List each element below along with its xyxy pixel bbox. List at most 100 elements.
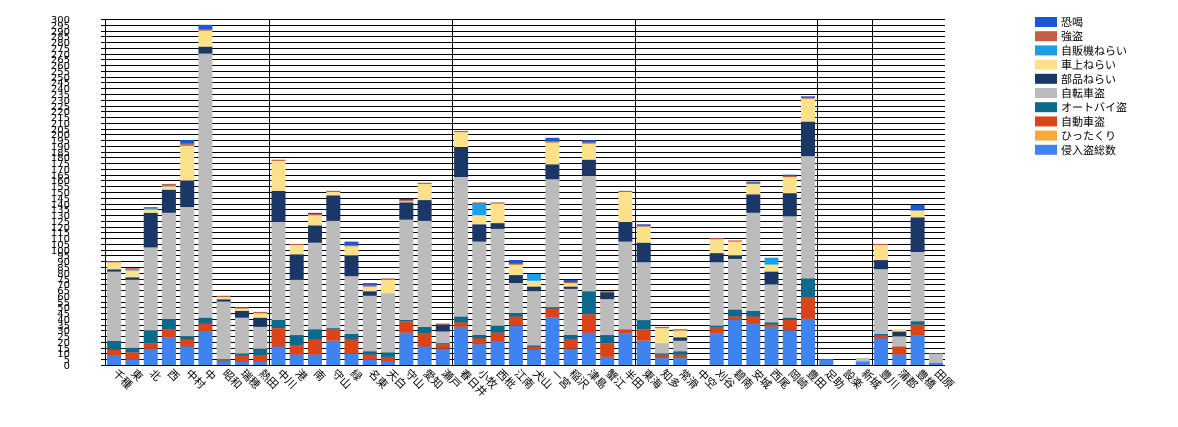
bar-segment	[581, 314, 596, 333]
bar-segment	[910, 204, 925, 211]
bar-segment	[600, 291, 615, 293]
bar-segment	[655, 326, 669, 329]
bar-segment	[874, 245, 889, 261]
bar-segment	[545, 308, 560, 318]
bar-segment	[618, 241, 633, 330]
y-tick-label: 145	[51, 194, 70, 205]
bar-segment	[600, 356, 615, 365]
bar-segment	[545, 137, 560, 142]
bar-segment	[143, 208, 158, 210]
bar-segment	[417, 220, 432, 327]
bar-segment	[308, 242, 322, 330]
bar-segment	[125, 279, 140, 348]
bar-segment	[399, 198, 414, 201]
legend-label: 自転車盗	[1061, 86, 1105, 100]
bar-segment	[362, 285, 377, 287]
bar-segment	[563, 279, 578, 282]
bar-segment	[636, 340, 651, 365]
bar-segment	[764, 284, 779, 323]
bar-segment	[107, 350, 122, 356]
bar-segment	[508, 313, 523, 317]
bar-segment	[198, 30, 213, 47]
bar-segment	[399, 200, 414, 202]
bar-segment	[308, 212, 322, 214]
bar-segment	[874, 243, 889, 246]
legend-swatch	[1035, 102, 1057, 113]
bar-segment	[910, 324, 925, 335]
bar-segment	[910, 321, 925, 325]
y-tick-label: 105	[51, 240, 70, 251]
bar-segment	[472, 335, 487, 339]
bar-segment	[326, 329, 341, 341]
bar-segment	[454, 147, 469, 177]
bar-segment	[636, 329, 651, 341]
bar-segment	[143, 348, 158, 365]
bar-segment	[435, 348, 450, 365]
bar-segment	[563, 288, 578, 335]
y-tick-label: 50	[57, 303, 70, 314]
bar-segment	[235, 361, 249, 365]
bar-segment	[563, 286, 578, 289]
y-tick-label: 140	[51, 200, 70, 211]
bar-segment	[801, 156, 815, 279]
bar-segment	[636, 320, 651, 330]
y-tick-label: 255	[51, 67, 70, 78]
legend-swatch	[1035, 45, 1057, 56]
y-tick-label: 95	[57, 251, 70, 262]
bar-segment	[508, 325, 523, 365]
bar-segment	[874, 269, 889, 334]
x-tick-label: 昭和	[220, 367, 245, 392]
bar-segment	[928, 353, 943, 363]
y-tick-label: 180	[51, 153, 70, 164]
axes	[105, 19, 945, 366]
bar-segment	[198, 29, 213, 31]
bar-segment	[490, 325, 505, 333]
y-tick-label: 285	[51, 32, 70, 43]
bar-segment	[490, 202, 505, 204]
bar-segment	[527, 346, 542, 350]
bar-segment	[216, 295, 231, 297]
bar-segment	[801, 297, 815, 319]
bar-segment	[381, 361, 395, 365]
bar-segment	[600, 299, 615, 336]
y-tick-label: 265	[51, 55, 70, 66]
bar-segment	[454, 130, 469, 133]
bar-segment	[527, 345, 542, 347]
x-axis-ticks: 千種東北西中村中 昭和瑞穂熱田中川港南守山緑 名東天白守山愛知瀬戸春日井小牧西枇江南…	[110, 366, 956, 399]
bar-segment	[709, 239, 724, 254]
y-tick-label: 290	[51, 27, 70, 38]
bar-segment	[892, 346, 907, 355]
bar-segment	[271, 190, 286, 222]
bar-segment	[874, 333, 889, 336]
bar-segment	[107, 269, 122, 272]
legend-label: 侵入盗総数	[1061, 143, 1116, 157]
bar-segment	[253, 355, 268, 362]
bar-segment	[417, 183, 432, 200]
bar-segment	[454, 316, 469, 323]
bar-segment	[435, 331, 450, 344]
y-axis-ticks: 0510152025303540455055606570758085909510…	[51, 15, 105, 372]
y-tick-label: 30	[57, 326, 70, 337]
bar-segment	[344, 241, 359, 246]
y-tick-label: 45	[57, 309, 70, 320]
bar-segment	[472, 215, 487, 225]
bar-segment	[490, 223, 505, 229]
bar-segment	[435, 324, 450, 332]
bar-segment	[801, 96, 815, 98]
bar-segment	[326, 190, 341, 192]
y-tick-label: 55	[57, 298, 70, 309]
bar-segment	[253, 313, 268, 318]
bar-segment	[253, 361, 268, 365]
bar-segment	[289, 254, 304, 280]
bar-segment	[198, 24, 213, 30]
legend-swatch	[1035, 17, 1057, 27]
bar-segment	[180, 180, 195, 207]
bar-segment	[709, 253, 724, 263]
bar-segment	[216, 301, 231, 360]
bar-segment	[490, 203, 505, 224]
bar-segment	[782, 174, 797, 176]
bar-segment	[801, 278, 815, 297]
bar-segment	[107, 262, 122, 270]
bar-segment	[508, 263, 523, 265]
bar-segment	[874, 335, 889, 339]
